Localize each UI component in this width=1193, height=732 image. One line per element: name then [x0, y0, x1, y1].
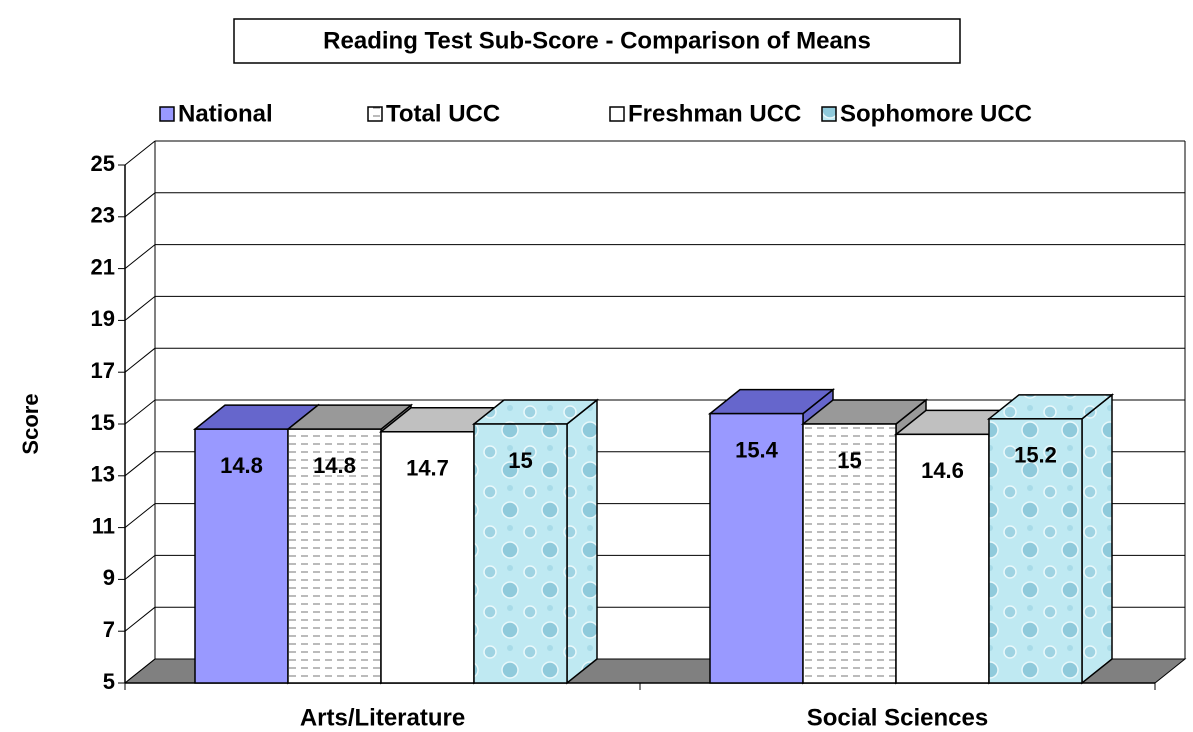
- y-tick-label: 21: [91, 254, 115, 279]
- y-tick-label: 17: [91, 358, 115, 383]
- value-label: 14.8: [220, 453, 263, 478]
- bar: [287, 428, 382, 684]
- grid-line: [124, 399, 156, 425]
- grid-line: [124, 192, 156, 218]
- legend-label: National: [178, 100, 273, 127]
- grid-line: [124, 451, 156, 477]
- y-tick-label: 11: [92, 513, 115, 538]
- y-axis-label: Score: [18, 393, 43, 454]
- legend-swatch: [821, 106, 837, 122]
- bar: [194, 428, 289, 684]
- bar: [709, 412, 804, 684]
- bar: [380, 431, 475, 684]
- title-box: [233, 18, 961, 64]
- grid-line: [124, 503, 156, 528]
- bar: [802, 423, 897, 684]
- legend-label: Total UCC: [386, 100, 500, 127]
- value-label: 15: [837, 448, 861, 473]
- legend-swatch: [609, 106, 625, 122]
- y-tick-label: 19: [91, 306, 115, 331]
- legend-label: Sophomore UCC: [840, 100, 1032, 127]
- bar: [895, 433, 990, 684]
- y-tick-label: 23: [91, 203, 115, 228]
- value-label: 14.6: [921, 458, 964, 483]
- y-tick-label: 15: [91, 410, 115, 435]
- y-tick-label: 25: [91, 151, 115, 176]
- legend-swatch: [159, 106, 175, 122]
- x-tick-label: Arts/Literature: [300, 704, 465, 731]
- value-label: 14.7: [406, 456, 449, 481]
- y-tick-label: 9: [103, 565, 115, 590]
- legend-swatch: [367, 106, 383, 122]
- chart-title: Reading Test Sub-Score - Comparison of M…: [323, 27, 871, 54]
- value-label: 15: [508, 448, 532, 473]
- grid-line: [124, 244, 156, 269]
- y-tick-label: 13: [91, 462, 115, 487]
- bar-side: [566, 398, 598, 685]
- grid-line: [124, 555, 156, 580]
- grid-line: [124, 658, 156, 684]
- bar: [473, 423, 568, 684]
- bar: [988, 418, 1083, 684]
- grid-line: [124, 140, 156, 166]
- value-label: 15.4: [735, 437, 779, 462]
- grid-line: [124, 347, 156, 373]
- value-label: 15.2: [1014, 443, 1057, 468]
- grid-line: [124, 606, 156, 632]
- y-tick-label: 7: [103, 617, 115, 642]
- bar-side: [1081, 393, 1113, 685]
- legend-label: Freshman UCC: [628, 100, 801, 127]
- y-tick-label: 5: [103, 669, 115, 694]
- grid-line: [124, 296, 156, 321]
- x-tick-label: Social Sciences: [807, 704, 988, 731]
- value-label: 14.8: [313, 453, 356, 478]
